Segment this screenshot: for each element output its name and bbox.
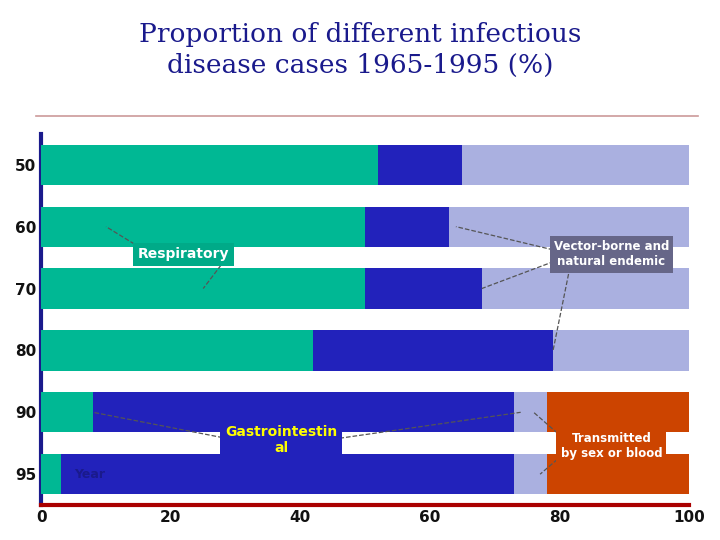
Bar [514,392,546,433]
Bar [546,392,689,433]
Bar [514,454,546,494]
Bar [378,145,462,185]
Bar [60,454,514,494]
Bar [41,268,365,309]
Text: Gastrointestin
al: Gastrointestin al [225,425,337,455]
Text: Transmitted
by sex or blood: Transmitted by sex or blood [561,433,662,460]
Text: Respiratory: Respiratory [138,247,230,261]
Bar [41,392,93,433]
Bar [365,268,482,309]
Bar [546,454,689,494]
Bar [41,454,60,494]
Text: Vector-borne and
natural endemic: Vector-borne and natural endemic [554,240,669,268]
Bar [93,392,514,433]
Bar [41,206,365,247]
Bar [482,268,689,309]
Bar [462,145,689,185]
Text: Proportion of different infectious
disease cases 1965-1995 (%): Proportion of different infectious disea… [139,22,581,78]
Bar [41,145,378,185]
Bar [313,330,553,370]
Bar [41,330,313,370]
Bar [553,330,689,370]
Bar [365,206,449,247]
Bar [449,206,689,247]
Text: Year: Year [73,468,104,481]
